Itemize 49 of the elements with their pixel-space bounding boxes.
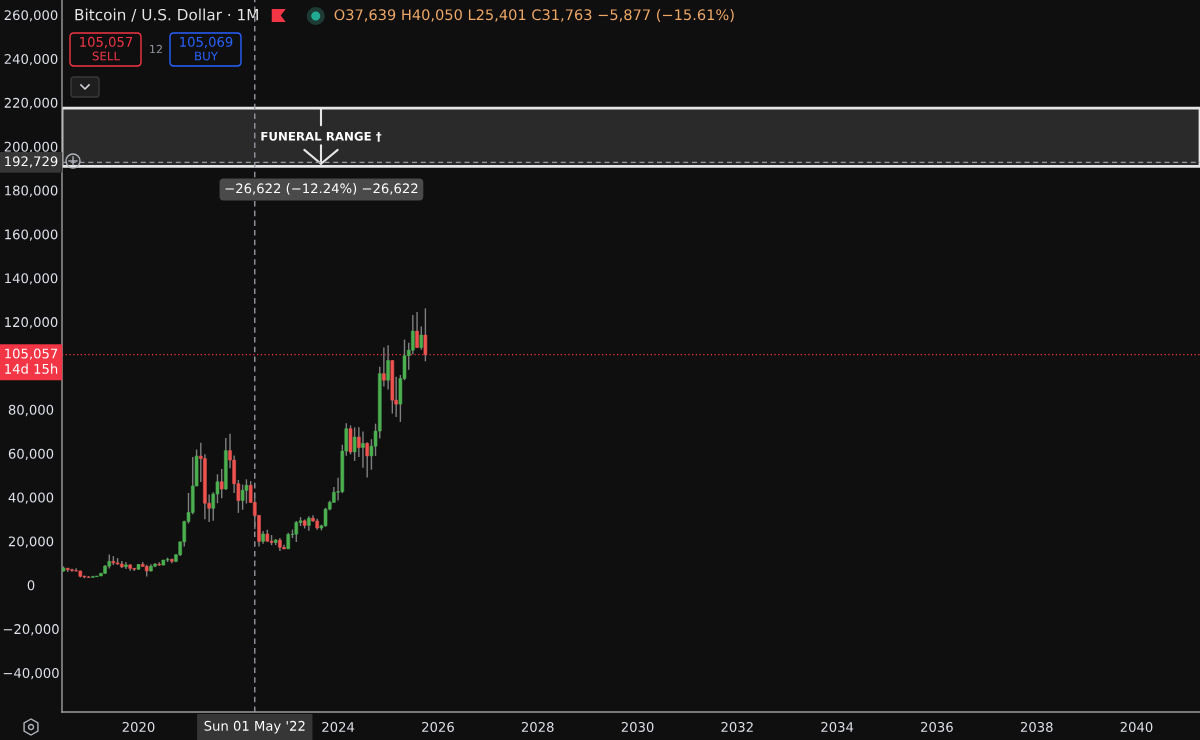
annotation: BUY xyxy=(195,51,218,61)
x-tick-label: 2030 xyxy=(621,721,654,732)
annotation: 12 xyxy=(150,44,162,54)
annotation: SELL xyxy=(92,51,120,61)
candlestick xyxy=(219,468,224,499)
x-tick-label: 2040 xyxy=(1120,721,1153,732)
candlestick xyxy=(423,307,428,363)
chart-title: Bitcoin / U.S. Dollar · 1M xyxy=(75,8,258,22)
annotation: 105,057 xyxy=(80,36,133,49)
candlestick xyxy=(386,344,390,391)
y-tick-label: −20,000 xyxy=(3,624,59,636)
candlestick xyxy=(382,346,386,388)
candlestick xyxy=(361,430,365,469)
x-tick-label: 2028 xyxy=(521,721,554,732)
y-tick-label: 0 xyxy=(27,580,35,591)
y-tick-label: 60,000 xyxy=(8,448,54,461)
annotation: −26,622 (−12.24%) −26,622 xyxy=(225,183,418,195)
candlestick xyxy=(240,483,245,511)
y-tick-label: 120,000 xyxy=(5,317,58,329)
ref-line-label: Sun 01 May '22 xyxy=(204,720,305,734)
x-tick-label: 2026 xyxy=(422,721,454,732)
y-tick-label: 180,000 xyxy=(5,185,58,197)
candlestick xyxy=(411,314,415,355)
x-tick-label: 2020 xyxy=(122,721,155,732)
x-tick-label: 2036 xyxy=(921,721,953,732)
y-tick-label: 220,000 xyxy=(4,97,58,110)
ref-line-label: 105,057 xyxy=(5,348,58,360)
y-tick-label: 80,000 xyxy=(8,404,54,417)
candlestick xyxy=(419,325,424,351)
x-tick-label: 2034 xyxy=(821,721,854,732)
y-tick-label: 260,000 xyxy=(4,10,58,22)
y-tick-label: 40,000 xyxy=(8,492,54,504)
y-tick-label: −40,000 xyxy=(3,667,59,680)
y-tick-label: 160,000 xyxy=(5,229,58,241)
x-tick-label: 2024 xyxy=(322,721,355,732)
y-tick-label: 20,000 xyxy=(8,536,54,548)
y-tick-label: 240,000 xyxy=(4,53,58,66)
x-tick-label: 2032 xyxy=(721,721,753,732)
candlestick xyxy=(294,520,299,543)
text: 14d 15h xyxy=(5,363,58,374)
ref-line-label: 192,729 xyxy=(5,156,58,168)
annotation: 105,069 xyxy=(180,36,233,49)
annotation: O37,639 H40,050 L25,401 C31,763 −5,877 (−15.61%) xyxy=(334,8,734,22)
y-tick-label: 140,000 xyxy=(5,273,58,285)
y-tick-label: 200,000 xyxy=(4,141,58,154)
candlestick xyxy=(352,426,357,462)
x-tick-label: 2038 xyxy=(1020,721,1053,732)
candlestick xyxy=(415,311,419,349)
band-label: FUNERAL RANGE † xyxy=(261,131,382,142)
